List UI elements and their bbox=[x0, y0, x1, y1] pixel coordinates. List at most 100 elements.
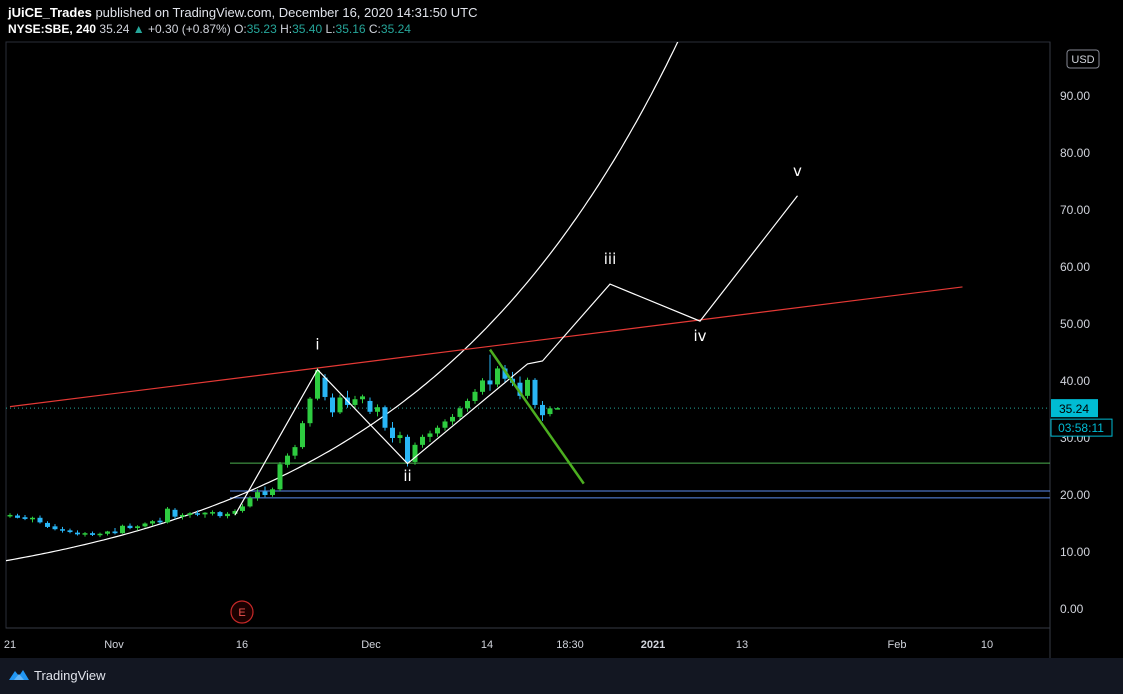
tradingview-brand[interactable]: TradingView bbox=[34, 668, 106, 683]
close-label: C: bbox=[368, 22, 381, 36]
countdown-text: 03:58:11 bbox=[1058, 421, 1104, 435]
low-label: L: bbox=[325, 22, 336, 36]
candle-body bbox=[142, 523, 148, 527]
price-tick-label: 20.00 bbox=[1060, 488, 1090, 502]
candle-body bbox=[300, 423, 305, 448]
green-trendline bbox=[488, 348, 585, 485]
currency-badge[interactable] bbox=[1066, 49, 1100, 69]
candle-body bbox=[480, 380, 485, 392]
change-arrow-icon: ▲ bbox=[132, 22, 145, 36]
candle-body bbox=[337, 397, 343, 413]
time-tick-label: Dec bbox=[361, 639, 381, 651]
candle-body bbox=[180, 514, 185, 517]
time-tick-label: Feb bbox=[888, 639, 907, 651]
candle-body bbox=[135, 526, 140, 529]
wave-label: v bbox=[793, 162, 802, 180]
current-price-tag-text: 35.24 bbox=[1059, 402, 1089, 416]
candle-body bbox=[277, 464, 283, 490]
countdown-tag bbox=[1050, 418, 1113, 437]
candle-body bbox=[397, 435, 403, 438]
candle-body bbox=[270, 489, 275, 495]
candle-body bbox=[45, 522, 50, 527]
earnings-marker-label: E bbox=[238, 607, 245, 619]
candle-body bbox=[210, 512, 215, 514]
time-tick-label: 21 bbox=[4, 639, 16, 651]
candle-body bbox=[150, 521, 155, 524]
candle-body bbox=[487, 380, 493, 385]
candle-body bbox=[157, 520, 163, 523]
wave-label: ii bbox=[403, 467, 411, 485]
candle-body bbox=[127, 525, 133, 529]
symbol-label[interactable]: NYSE:SBE, 240 bbox=[8, 22, 97, 36]
candle-body bbox=[472, 391, 478, 401]
candle-body bbox=[232, 510, 238, 514]
low-value: 35.16 bbox=[335, 22, 366, 36]
candle-body bbox=[90, 533, 95, 535]
time-tick-label: 18:30 bbox=[556, 639, 584, 651]
candle-body bbox=[22, 517, 28, 519]
candle-body bbox=[382, 407, 388, 428]
high-label: H: bbox=[280, 22, 293, 36]
author-name[interactable]: jUiCE_Trades bbox=[8, 5, 92, 20]
time-tick-label: Nov bbox=[104, 639, 124, 651]
tradingview-logo-icon[interactable] bbox=[8, 667, 30, 683]
price-chart[interactable]: iiiiiiivvUSD90.0080.0070.0060.0050.0040.… bbox=[0, 0, 1123, 658]
candle-body bbox=[525, 379, 530, 396]
candle-body bbox=[255, 492, 260, 498]
candle-body bbox=[285, 455, 290, 465]
candle-body bbox=[105, 531, 110, 534]
candle-body bbox=[330, 397, 335, 413]
price-tick-label: 90.00 bbox=[1060, 89, 1090, 103]
candle-body bbox=[97, 533, 103, 536]
candle-body bbox=[495, 368, 500, 385]
wave-label: iv bbox=[693, 327, 706, 345]
candle-body bbox=[360, 396, 365, 400]
candle-body bbox=[315, 370, 320, 399]
wave-label: iii bbox=[604, 250, 617, 268]
candle-body bbox=[390, 427, 395, 438]
candle-body bbox=[7, 514, 13, 517]
time-tick-label: 14 bbox=[481, 639, 493, 651]
change-value: +0.30 (+0.87%) bbox=[148, 22, 231, 36]
current-price-tag bbox=[1051, 399, 1098, 418]
candle-body bbox=[52, 526, 58, 530]
candle-body bbox=[555, 408, 560, 410]
price-tick-label: 80.00 bbox=[1060, 146, 1090, 160]
candle-body bbox=[240, 506, 245, 511]
footer-bar: TradingView bbox=[0, 658, 1123, 694]
candle-body bbox=[247, 497, 253, 507]
price-tick-label: 50.00 bbox=[1060, 317, 1090, 331]
candle-body bbox=[67, 530, 73, 533]
candle-body bbox=[165, 508, 170, 523]
candle-body bbox=[225, 513, 230, 517]
candle-body bbox=[540, 404, 545, 416]
candle-body bbox=[502, 368, 508, 379]
elliott-wave-path bbox=[234, 195, 798, 516]
ohlc-line: NYSE:SBE, 240 35.24 ▲ +0.30 (+0.87%) O:3… bbox=[8, 22, 411, 36]
price-tick-label: 60.00 bbox=[1060, 260, 1090, 274]
candle-body bbox=[450, 416, 455, 422]
wave-label: i bbox=[315, 336, 319, 354]
candle-body bbox=[120, 525, 125, 534]
candle-body bbox=[187, 513, 193, 515]
candle-body bbox=[37, 517, 43, 523]
candle-body bbox=[112, 531, 118, 534]
candle-body bbox=[202, 512, 208, 515]
time-tick-label: 16 bbox=[236, 639, 248, 651]
candle-body bbox=[352, 399, 358, 405]
candle-body bbox=[375, 407, 380, 412]
earnings-marker-icon[interactable] bbox=[230, 600, 254, 624]
candle-body bbox=[427, 433, 433, 437]
candle-body bbox=[322, 377, 328, 397]
candle-body bbox=[30, 517, 35, 520]
candle-body bbox=[547, 408, 553, 415]
candle-body bbox=[75, 532, 80, 535]
red-trendline bbox=[9, 286, 963, 408]
candle-body bbox=[307, 398, 313, 424]
candle-body bbox=[195, 513, 200, 515]
candle-body bbox=[82, 533, 88, 535]
candle-body bbox=[292, 447, 298, 456]
price-tick-label: 10.00 bbox=[1060, 545, 1090, 559]
publish-line: jUiCE_Trades published on TradingView.co… bbox=[8, 5, 478, 20]
